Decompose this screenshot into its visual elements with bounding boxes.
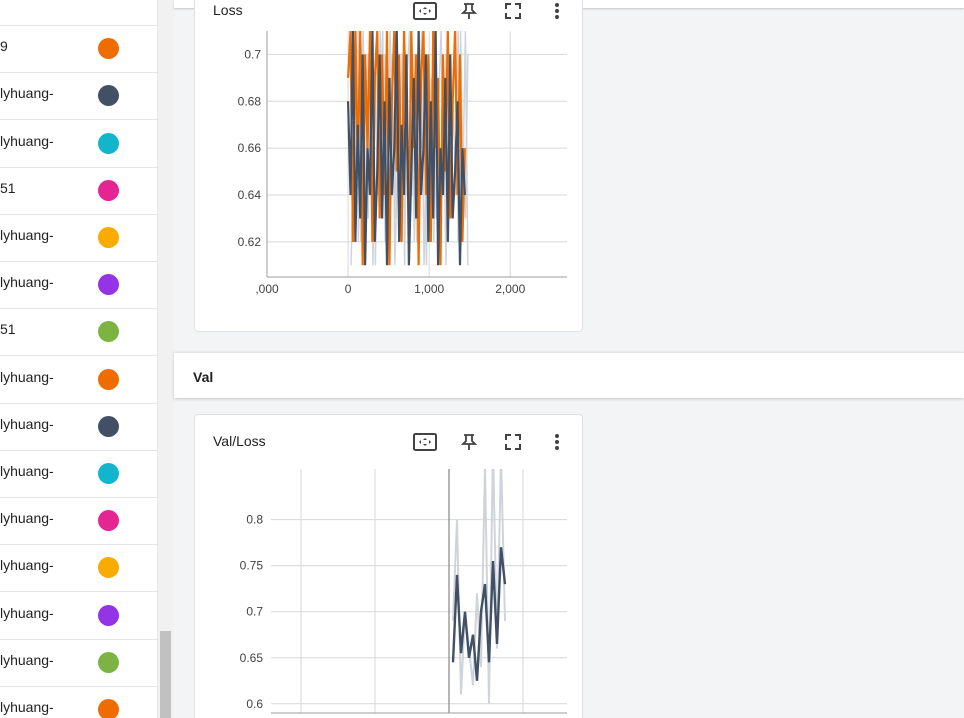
run-list-item[interactable]: lyhuang-: [0, 121, 157, 168]
run-name: 9: [0, 38, 8, 55]
y-tick-label: 0.68: [238, 94, 262, 108]
run-name: lyhuang-: [0, 463, 54, 479]
pin-icon[interactable]: [447, 0, 491, 23]
val-loss-card: Val/Loss 0.6 0.65 0.7 0.75 0.8: [194, 414, 583, 718]
y-tick-label: 0.7: [246, 605, 263, 619]
run-name: lyhuang-: [0, 699, 54, 715]
y-tick-label: 0.64: [238, 188, 262, 202]
sidebar-scrollbar[interactable]: [158, 0, 174, 718]
run-color-swatch[interactable]: [98, 368, 119, 390]
fit-domain-icon[interactable]: [403, 0, 447, 23]
run-color-swatch[interactable]: [98, 227, 119, 248]
section-title: Val: [193, 369, 214, 385]
loss-chart[interactable]: 0.62 0.64 0.66 0.68 0.7 ,000 0 1,000 2,000: [195, 23, 584, 333]
x-tick-label: 0: [345, 282, 352, 296]
main-panel: Loss 0.62 0.64 0.66 0.68 0.7,000 0 1,000 2,000 …: [174, 0, 964, 718]
fullscreen-icon[interactable]: [491, 430, 535, 454]
run-color-swatch[interactable]: [98, 179, 119, 201]
run-color-swatch[interactable]: [98, 38, 119, 60]
run-color-swatch[interactable]: [98, 604, 119, 626]
y-tick-label: 0.65: [240, 651, 264, 665]
run-color-swatch[interactable]: [98, 510, 119, 532]
y-tick-label: 0.62: [238, 235, 262, 249]
run-list-item[interactable]: 51: [0, 168, 157, 215]
run-name: 51: [0, 321, 16, 338]
run-name: lyhuang-: [0, 651, 54, 668]
series-line[interactable]: [346, 31, 466, 266]
y-tick-label: 0.8: [246, 513, 263, 527]
run-color-swatch[interactable]: [98, 132, 119, 154]
run-name: lyhuang-: [0, 132, 54, 149]
run-name: 51: [0, 179, 16, 196]
fit-domain-icon[interactable]: [403, 430, 447, 454]
run-list-item[interactable]: lyhuang-: [0, 545, 157, 593]
more-vert-icon[interactable]: [535, 0, 579, 23]
run-list-item[interactable]: lyhuang-: [0, 404, 157, 451]
fullscreen-icon[interactable]: [491, 0, 535, 23]
card-title: Loss: [213, 2, 243, 18]
run-name: lyhuang-: [0, 604, 54, 621]
run-list-item[interactable]: lyhuang-: [0, 640, 157, 687]
y-tick-label: 0.75: [240, 559, 264, 573]
plot-area: [346, 31, 469, 266]
run-list-item[interactable]: lyhuang-: [0, 687, 157, 718]
more-vert-icon[interactable]: [535, 430, 579, 454]
loss-card: Loss 0.62 0.64 0.66 0.68 0.7 ,000 0 1,000 2,000: [194, 0, 583, 332]
run-name: lyhuang-: [0, 85, 54, 102]
run-color-swatch[interactable]: [98, 699, 119, 718]
val-loss-chart[interactable]: 0.6 0.65 0.7 0.75 0.8: [195, 463, 584, 718]
run-name: lyhuang-: [0, 557, 54, 574]
x-tick-label: 2,000: [495, 282, 525, 296]
card-title: Val/Loss: [213, 433, 266, 449]
run-color-swatch[interactable]: [98, 463, 119, 484]
run-name: lyhuang-: [0, 368, 54, 385]
run-name: lyhuang-: [0, 274, 54, 291]
run-name: lyhuang-: [0, 227, 54, 243]
run-list-item[interactable]: 9: [0, 26, 157, 74]
run-list-item[interactable]: 51: [0, 309, 157, 357]
run-name: lyhuang-: [0, 510, 54, 527]
run-color-swatch[interactable]: [98, 651, 119, 673]
y-tick-label: 0.6: [246, 697, 263, 711]
run-name: lyhuang-: [0, 415, 54, 432]
run-color-swatch[interactable]: [98, 85, 119, 107]
plot-area: [451, 463, 507, 704]
scrollbar-thumb[interactable]: [160, 631, 171, 718]
runs-sidebar: ⌄ 9 lyhuang-lyhuang- 51 lyhuang-lyhuang- 51 ly…: [0, 0, 158, 718]
val-section-header[interactable]: Val: [174, 352, 964, 398]
y-tick-label: 0.66: [238, 141, 262, 155]
run-list-item[interactable]: lyhuang-: [0, 593, 157, 640]
run-list-item[interactable]: lyhuang-: [0, 215, 157, 262]
x-tick-label: 1,000: [414, 282, 444, 296]
run-list-item[interactable]: ⌄: [0, 0, 157, 26]
series-line[interactable]: [452, 463, 506, 704]
run-color-swatch[interactable]: [98, 557, 119, 579]
run-list-item[interactable]: lyhuang-: [0, 262, 157, 310]
run-list-item[interactable]: lyhuang-: [0, 498, 157, 546]
x-tick-label: ,000: [255, 282, 279, 296]
run-list-item[interactable]: lyhuang-: [0, 73, 157, 121]
run-color-swatch[interactable]: [98, 321, 119, 343]
card-toolbar: [403, 0, 579, 23]
run-color-swatch[interactable]: [98, 274, 119, 296]
pin-icon[interactable]: [447, 430, 491, 454]
run-color-swatch[interactable]: [98, 415, 119, 437]
run-list-item[interactable]: lyhuang-: [0, 451, 157, 498]
y-tick-label: 0.7: [244, 47, 261, 61]
series-line[interactable]: [451, 547, 507, 681]
card-toolbar: [403, 430, 579, 454]
run-list-item[interactable]: lyhuang-: [0, 357, 157, 404]
